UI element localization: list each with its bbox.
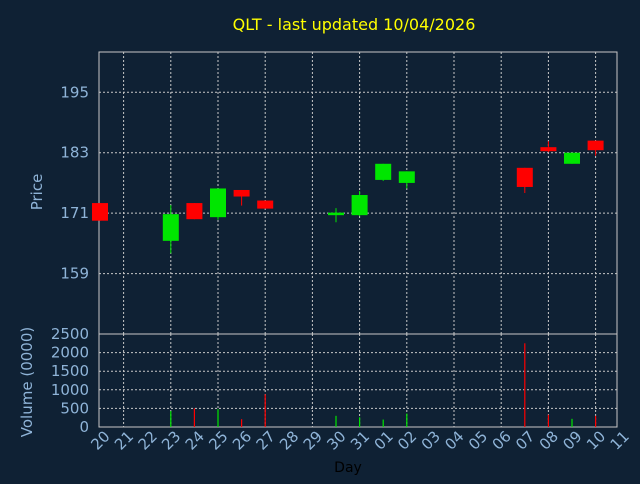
volume-tick-label: 2500: [51, 325, 89, 343]
candle-26: [233, 189, 250, 206]
candle-body: [587, 140, 604, 151]
day-tick-label: 28: [276, 427, 302, 453]
day-tick-label: 30: [323, 427, 349, 453]
volume-tick-label: 2000: [51, 344, 89, 362]
candle-23: [162, 205, 179, 254]
day-tick-label: 25: [205, 427, 231, 453]
candle-body: [540, 147, 557, 152]
candle-body: [351, 195, 368, 216]
candle-10: [587, 140, 604, 156]
candle-body: [375, 163, 392, 180]
candle-08: [540, 141, 557, 153]
day-tick-label: 31: [347, 427, 373, 453]
volume-tick-label: 500: [60, 399, 89, 417]
x-tick-labels: 2021222324252627282930310102030405060708…: [87, 427, 632, 453]
candle-24: [186, 203, 203, 220]
candle-30: [328, 208, 344, 223]
candle-body: [328, 212, 344, 216]
volume-tick-label: 0: [79, 418, 89, 436]
day-tick-label: 05: [465, 427, 491, 453]
candle-body: [210, 188, 226, 218]
day-tick-label: 10: [583, 427, 609, 453]
candle-body: [516, 167, 533, 187]
candle-02: [398, 171, 415, 189]
price-tick-label: 183: [60, 144, 89, 162]
day-tick-label: 08: [536, 427, 562, 453]
price-plot-frame: [98, 51, 618, 335]
day-tick-label: 20: [87, 427, 113, 453]
day-tick-label: 01: [371, 427, 397, 453]
day-tick-label: 03: [418, 427, 444, 453]
day-tick-label: 23: [158, 427, 184, 453]
candle-20: [92, 203, 108, 221]
candle-31: [351, 190, 368, 217]
candle-body: [257, 200, 274, 209]
price-panel: 195 183 171 159: [60, 51, 618, 335]
price-tick-label: 171: [60, 204, 89, 222]
day-tick-label: 24: [182, 427, 208, 453]
volume-axis-label: Volume (0000): [18, 327, 36, 437]
candle-body: [233, 189, 250, 197]
day-tick-label: 07: [512, 427, 538, 453]
candle-09: [564, 152, 580, 164]
candle-body: [186, 203, 203, 220]
price-tick-label: 159: [60, 265, 89, 283]
volume-plot-frame: [98, 333, 618, 428]
day-tick-label: 04: [441, 427, 467, 453]
candle-25: [210, 188, 226, 220]
chart-title: QLT - last updated 10/04/2026: [233, 15, 476, 34]
candle-body: [92, 203, 108, 221]
candle-body: [398, 171, 415, 183]
day-tick-label: 26: [229, 427, 255, 453]
day-tick-label: 29: [300, 427, 326, 453]
day-axis-label: Day: [334, 460, 362, 476]
candle-body: [564, 152, 580, 164]
volume-tick-label: 1500: [51, 362, 89, 380]
day-tick-label: 22: [135, 427, 161, 453]
candle-body: [162, 214, 179, 241]
price-tick-label: 195: [60, 83, 89, 101]
day-tick-label: 11: [607, 427, 633, 453]
candle-07: [516, 167, 533, 193]
candle-01: [375, 163, 392, 181]
candle-27: [257, 200, 274, 209]
day-tick-label: 06: [489, 427, 515, 453]
price-axis-label: Price: [28, 174, 46, 211]
day-tick-label: 27: [253, 427, 279, 453]
volume-tick-label: 1000: [51, 381, 89, 399]
day-tick-label: 09: [559, 427, 585, 453]
day-tick-label: 02: [394, 427, 420, 453]
day-tick-label: 21: [111, 427, 137, 453]
